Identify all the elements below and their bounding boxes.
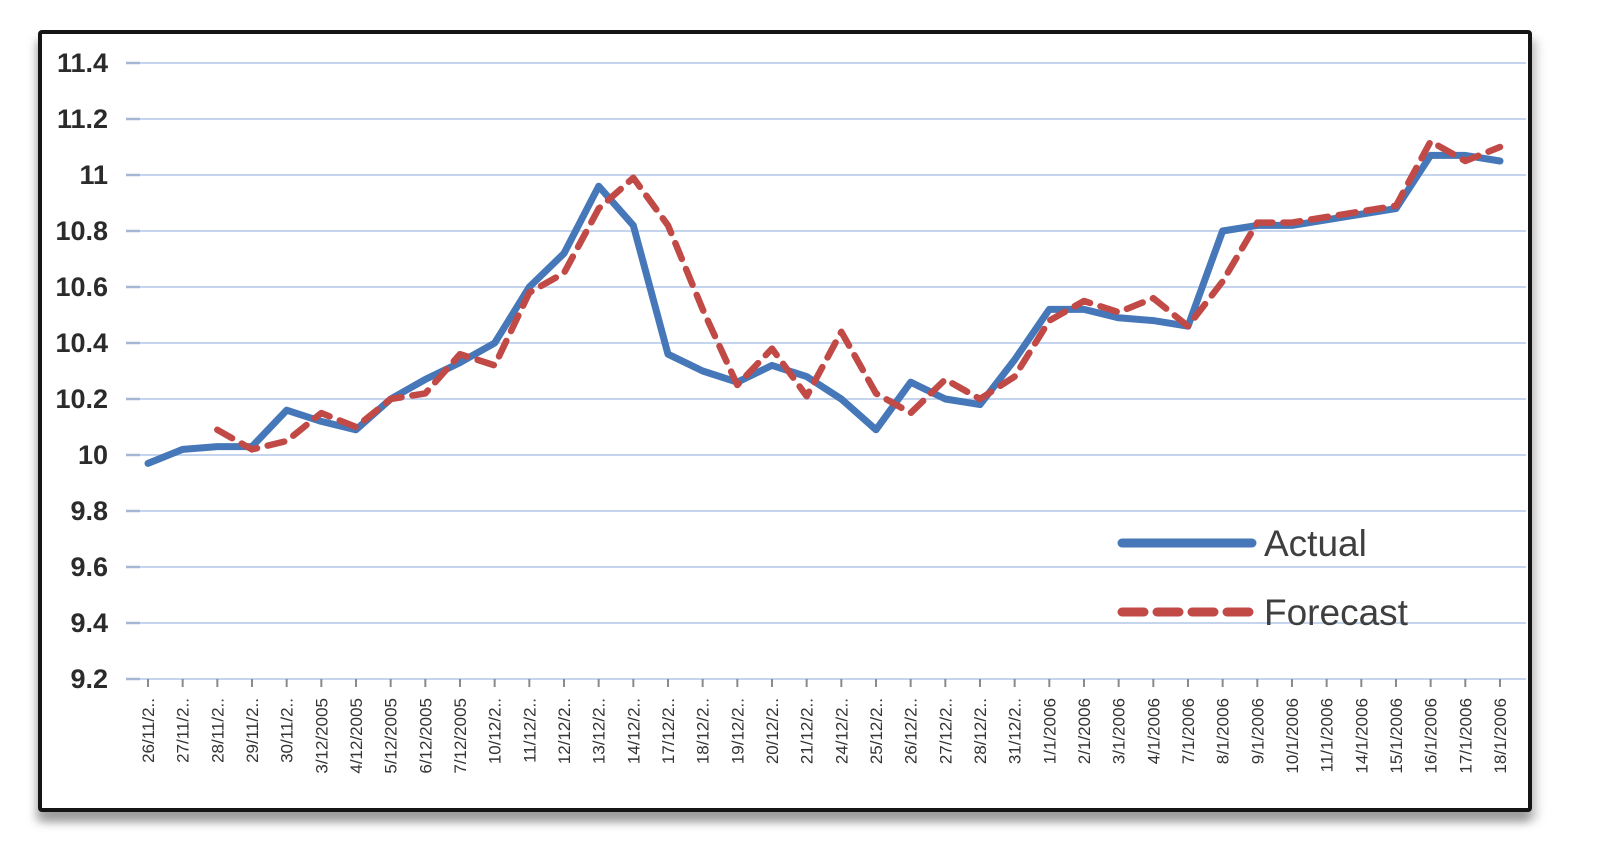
x-axis-label: 16/1/2006 [1422, 698, 1441, 774]
x-axis-label: 8/1/2006 [1214, 698, 1233, 764]
x-axis-label: 31/12/2.. [1006, 698, 1025, 764]
x-axis-label: 26/11/2.. [139, 698, 158, 763]
x-axis-label: 27/12/2.. [936, 698, 955, 764]
x-axis-label: 12/12/2.. [555, 698, 574, 764]
x-axis-label: 30/11/2.. [278, 698, 297, 763]
x-axis-label: 28/11/2.. [208, 698, 227, 763]
x-axis-label: 25/12/2.. [867, 698, 886, 764]
x-axis-label: 18/1/2006 [1491, 698, 1510, 774]
y-axis-label: 11.4 [57, 48, 108, 78]
x-axis-label: 14/1/2006 [1352, 698, 1371, 774]
x-axis-label: 4/1/2006 [1144, 698, 1163, 764]
x-axis-label: 21/12/2.. [798, 698, 817, 764]
y-axis-label: 9.6 [70, 552, 108, 582]
x-axis-label: 15/1/2006 [1387, 698, 1406, 774]
y-axis-label: 9.4 [70, 608, 108, 638]
y-axis-label: 10.8 [55, 216, 108, 246]
legend-actual-label: Actual [1264, 523, 1367, 564]
x-axis-label: 1/1/2006 [1040, 698, 1059, 764]
x-axis-label: 29/11/2.. [243, 698, 262, 763]
forecast-line [214, 138, 1504, 453]
x-axis-label: 17/1/2006 [1456, 698, 1475, 774]
x-axis-label: 4/12/2005 [347, 698, 366, 774]
x-axis-label: 9/1/2006 [1248, 698, 1267, 764]
x-axis-label: 27/11/2.. [174, 698, 193, 763]
y-axis-label: 10 [78, 440, 108, 470]
x-axis-label: 10/12/2.. [486, 698, 505, 764]
y-axis-label: 11 [79, 160, 108, 190]
legend-forecast-label: Forecast [1264, 592, 1409, 633]
x-axis-label: 24/12/2.. [832, 698, 851, 764]
x-axis-label: 19/12/2.. [728, 698, 747, 764]
x-axis-label: 10/1/2006 [1283, 698, 1302, 774]
x-axis-label: 17/12/2.. [659, 698, 678, 764]
y-axis-label: 9.8 [70, 496, 108, 526]
x-axis-label: 3/12/2005 [312, 698, 331, 774]
x-axis-label: 7/12/2005 [451, 698, 470, 774]
y-axis-label: 10.6 [55, 272, 108, 302]
x-axis-label: 28/12/2.. [971, 698, 990, 764]
x-axis-label: 6/12/2005 [416, 698, 435, 774]
actual-line [144, 151, 1504, 467]
x-axis-label: 11/1/2006 [1318, 698, 1337, 772]
x-axis-label: 7/1/2006 [1179, 698, 1198, 764]
x-axis-label: 13/12/2.. [590, 698, 609, 764]
y-axis-label: 11.2 [57, 104, 108, 134]
x-axis-label: 11/12/2.. [520, 698, 539, 763]
x-axis-label: 3/1/2006 [1110, 698, 1129, 764]
y-axis-label: 10.2 [55, 384, 108, 414]
x-axis-label: 18/12/2.. [694, 698, 713, 764]
x-axis-label: 2/1/2006 [1075, 698, 1094, 764]
x-axis-label: 20/12/2.. [763, 698, 782, 764]
y-axis-label: 9.2 [70, 664, 108, 694]
y-axis-label: 10.4 [55, 328, 108, 358]
x-axis-label: 5/12/2005 [382, 698, 401, 774]
x-axis-label: 14/12/2.. [624, 698, 643, 764]
x-axis-label: 26/12/2.. [902, 698, 921, 764]
